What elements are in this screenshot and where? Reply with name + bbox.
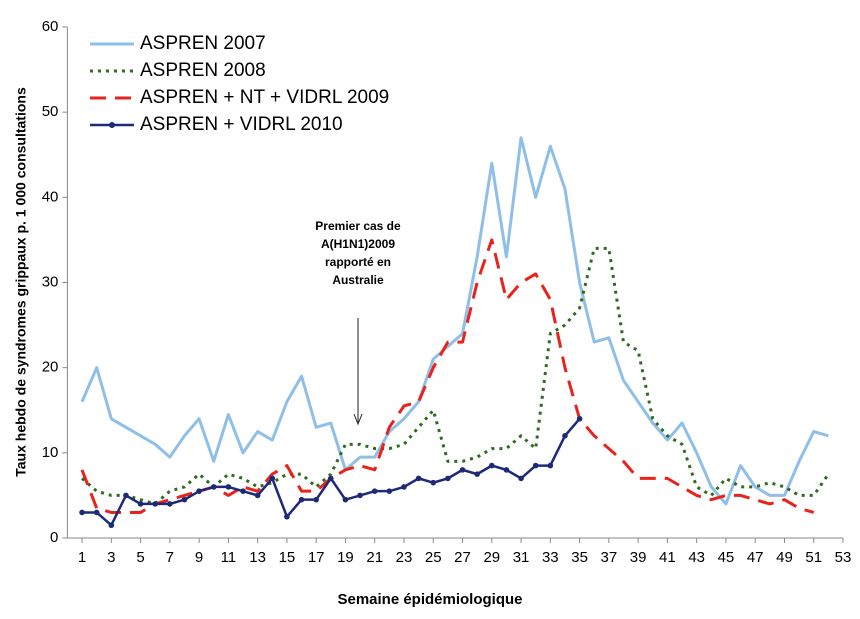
series-marker <box>459 467 466 473</box>
series-marker <box>196 488 202 494</box>
legend-label: ASPREN 2008 <box>140 60 266 81</box>
y-tick-label: 10 <box>42 444 59 461</box>
series-marker <box>503 467 510 473</box>
x-tick-label: 19 <box>337 549 354 566</box>
series-marker <box>123 492 129 499</box>
x-tick-label: 13 <box>249 549 266 566</box>
x-tick-label: 3 <box>107 549 115 566</box>
annotation: A(H1N1)2009 <box>321 237 395 251</box>
y-tick-label: 20 <box>42 359 59 376</box>
series-marker <box>152 501 159 507</box>
x-tick-label: 41 <box>659 549 676 566</box>
x-tick-label: 33 <box>542 549 559 566</box>
x-tick-label: 39 <box>630 549 647 566</box>
x-tick-label: 11 <box>221 549 237 566</box>
series-marker <box>240 488 246 494</box>
series-marker <box>532 462 539 469</box>
series-marker <box>254 492 261 499</box>
x-tick-label: 15 <box>279 549 296 566</box>
series-marker <box>401 484 407 490</box>
x-tick-label: 17 <box>308 549 325 566</box>
series-marker <box>181 496 188 503</box>
series-marker <box>445 475 451 482</box>
x-tick-label: 35 <box>571 549 588 566</box>
y-tick-label: 60 <box>42 18 59 35</box>
y-tick-label: 0 <box>50 529 58 546</box>
x-tick-label: 5 <box>136 549 144 566</box>
series-marker <box>371 488 378 494</box>
series-marker <box>562 433 568 439</box>
x-tick-label: 23 <box>396 549 413 566</box>
series-marker <box>137 501 144 507</box>
series-marker <box>225 484 232 490</box>
series-marker <box>474 471 480 477</box>
x-tick-label: 43 <box>688 549 705 566</box>
series-marker <box>298 496 305 503</box>
x-tick-label: 47 <box>747 549 764 566</box>
x-tick-label: 29 <box>483 549 500 566</box>
x-tick-label: 37 <box>601 549 618 566</box>
series-marker <box>488 462 495 469</box>
series-marker <box>93 509 100 516</box>
series-marker <box>547 462 554 469</box>
series-line <box>81 246 830 506</box>
legend-label: ASPREN + VIDRL 2010 <box>140 114 343 135</box>
legend-label: ASPREN 2007 <box>140 33 266 54</box>
x-tick-label: 9 <box>195 549 203 566</box>
x-tick-label: 45 <box>718 549 735 566</box>
series-marker <box>357 492 363 499</box>
x-tick-label: 53 <box>835 549 852 566</box>
y-tick-label: 40 <box>42 188 59 205</box>
annotation-arrowhead <box>353 413 363 426</box>
x-tick-label: 27 <box>454 549 471 566</box>
x-tick-label: 51 <box>805 549 822 566</box>
annotation: Premier cas de <box>315 219 401 233</box>
series-marker <box>284 513 290 520</box>
x-tick-label: 7 <box>166 549 174 566</box>
x-tick-label: 49 <box>776 549 793 566</box>
y-axis-label: Taux hebdo de syndromes grippaux p. 1 00… <box>13 87 29 477</box>
series-marker <box>79 509 85 516</box>
y-tick-label: 30 <box>42 273 59 290</box>
x-axis-label: Semaine épidémiologique <box>337 591 522 608</box>
x-tick-label: 31 <box>513 549 530 566</box>
series-marker <box>430 479 437 486</box>
x-tick-label: 1 <box>78 549 86 566</box>
series-marker <box>313 496 319 503</box>
y-tick-label: 50 <box>42 103 59 120</box>
annotation: rapporté en <box>325 255 391 269</box>
series-marker <box>108 522 115 529</box>
series-marker <box>386 488 393 494</box>
x-tick-label: 25 <box>425 549 442 566</box>
legend-label: ASPREN + NT + VIDRL 2009 <box>140 87 389 108</box>
series-marker <box>518 475 524 482</box>
x-tick-label: 21 <box>366 549 383 566</box>
series-marker <box>167 501 173 507</box>
series-marker <box>415 475 422 482</box>
series-line <box>80 136 829 506</box>
series-marker <box>576 415 583 422</box>
series-marker <box>269 475 276 482</box>
series-marker <box>210 484 217 490</box>
annotation: Australie <box>332 273 384 287</box>
series-marker <box>342 496 349 503</box>
legend-marker <box>109 122 115 128</box>
series-marker <box>328 475 334 482</box>
